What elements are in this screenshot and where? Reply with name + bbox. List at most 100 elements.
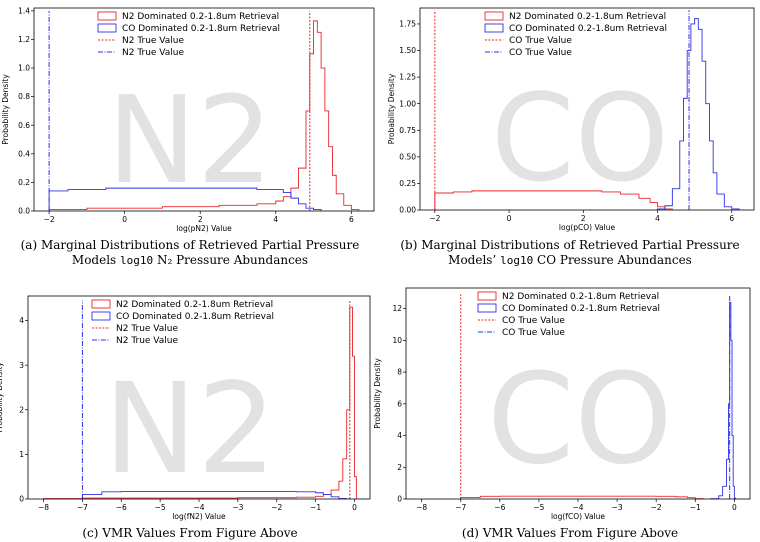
x-tick-label: −6 <box>494 503 505 512</box>
legend-entry-label: CO Dominated 0.2-1.8um Retrieval <box>502 304 660 314</box>
caption-a: (a) Marginal Distributions of Retrieved … <box>0 238 380 268</box>
legend-entry-label: N2 True Value <box>116 336 178 346</box>
chart-co-vmr: CO −8 −7 −6 −5 −4 −3 −2 −1 0 0 2 4 6 8 10 12 log(fCO) Val… <box>373 287 751 521</box>
y-tick-label: 0.4 <box>18 149 30 158</box>
y-tick-label: 6 <box>397 399 402 408</box>
y-tick-label: 0.25 <box>399 179 416 188</box>
x-axis-label: log(fN2) Value <box>172 512 226 521</box>
y-tick-label: 1.50 <box>399 46 416 55</box>
legend-swatch-box <box>477 303 497 313</box>
legend-entry-label: CO True Value <box>509 48 572 58</box>
y-tick-label: 1 <box>19 450 24 459</box>
series-n2-dominated-histogram <box>48 20 360 211</box>
legend-entry-label: CO True Value <box>502 316 565 326</box>
legend-entry-label: N2 True Value <box>122 36 184 46</box>
x-tick-label: 0 <box>507 214 512 223</box>
caption-d: (d) VMR Values From Figure Above <box>380 526 760 541</box>
x-tick-label: 4 <box>655 214 660 223</box>
y-tick-label: 0.00 <box>399 206 416 215</box>
x-tick-label: −8 <box>38 503 49 512</box>
y-tick-label: 2 <box>397 463 402 472</box>
legend-entry-label: N2 Dominated 0.2-1.8um Retrieval <box>509 12 666 22</box>
y-tick-label: 0.75 <box>399 126 416 135</box>
x-tick-label: −4 <box>572 503 583 512</box>
legend-entry-label: N2 True Value <box>116 324 178 334</box>
x-tick-label: 2 <box>198 215 203 224</box>
legend-swatch-box <box>97 23 117 33</box>
y-tick-label: 1.4 <box>18 6 30 15</box>
y-tick-label: 0.8 <box>18 92 30 101</box>
chart-n2-pressure: N2 −2 0 2 4 6 0.0 0.2 0.4 0.6 0.8 1.0 1.2 1.4 log(pN2)… <box>1 6 375 233</box>
x-tick-label: −4 <box>193 503 204 512</box>
x-tick-label: −3 <box>612 503 623 512</box>
x-tick-label: 0 <box>122 215 127 224</box>
y-tick-label: 10 <box>392 336 402 345</box>
x-tick-label: −1 <box>310 503 321 512</box>
x-tick-label: 4 <box>273 215 278 224</box>
legend-entry-label: N2 Dominated 0.2-1.8um Retrieval <box>116 300 273 310</box>
x-tick-label: 0 <box>352 503 357 512</box>
watermark-text: CO <box>491 70 669 209</box>
plot-frame <box>419 7 755 211</box>
legend-entry-label: CO Dominated 0.2-1.8um Retrieval <box>509 24 667 34</box>
x-tick-label: 6 <box>729 214 734 223</box>
caption-a-line1: (a) Marginal Distributions of Retrieved … <box>20 238 360 252</box>
y-tick-label: 1.75 <box>399 20 416 29</box>
x-axis-label: log(fCO) Value <box>551 512 605 521</box>
plot-frame <box>33 7 375 212</box>
legend-swatch-box <box>91 299 111 309</box>
watermark-text: N2 <box>103 357 276 502</box>
panel-b: CO −2 0 2 4 6 0.00 0.25 0.50 0.75 1.00 1.25 1.50 1.75… <box>380 0 760 280</box>
x-tick-label: 0 <box>732 503 737 512</box>
caption-b-line2-pre: Models’ <box>448 253 501 267</box>
chart-co-pressure: CO −2 0 2 4 6 0.00 0.25 0.50 0.75 1.00 1.25 1.50 1.75… <box>387 7 755 232</box>
series-co-dominated-histogram <box>48 187 322 211</box>
x-tick-label: −3 <box>232 503 243 512</box>
y-axis-label: Probability Density <box>387 73 396 144</box>
x-tick-label: −6 <box>116 503 127 512</box>
y-tick-label: 1.0 <box>18 64 30 73</box>
legend-entry-label: N2 Dominated 0.2-1.8um Retrieval <box>502 292 659 302</box>
caption-a-line2-post: N₂ Pressure Abundances <box>153 253 309 267</box>
x-tick-label: −2 <box>271 503 282 512</box>
x-tick-label: −1 <box>690 503 701 512</box>
y-tick-label: 1.00 <box>399 99 416 108</box>
caption-b-line2: Models’ log10 CO Pressure Abundances <box>380 253 760 268</box>
caption-b-line1: (b) Marginal Distributions of Retrieved … <box>400 238 740 252</box>
y-tick-label: 1.25 <box>399 73 416 82</box>
caption-b-line2-post: CO Pressure Abundances <box>533 253 692 267</box>
x-tick-label: −2 <box>44 215 55 224</box>
y-tick-label: 0 <box>397 495 402 504</box>
legend-swatch-box <box>477 291 497 301</box>
series-co-dominated-histogram <box>710 301 736 500</box>
x-axis-label: log(pCO) Value <box>559 223 616 232</box>
y-tick-label: 0.0 <box>18 207 30 216</box>
x-tick-label: −2 <box>651 503 662 512</box>
caption-a-line2-mono: log10 <box>120 254 154 267</box>
y-tick-label: 0.2 <box>18 178 30 187</box>
panel-d: CO −8 −7 −6 −5 −4 −3 −2 −1 0 0 2 4 6 8 10 12 log(fCO) Val… <box>373 282 760 542</box>
series-co-dominated-histogram <box>657 18 740 210</box>
caption-b-line2-mono: log10 <box>500 254 534 267</box>
x-tick-label: 2 <box>581 214 586 223</box>
caption-a-line2-pre: Models <box>71 253 121 267</box>
y-tick-label: 0 <box>19 495 24 504</box>
legend-swatch-box <box>91 311 111 321</box>
series-n2-dominated-histogram <box>434 190 673 210</box>
y-tick-label: 8 <box>397 368 402 377</box>
caption-b: (b) Marginal Distributions of Retrieved … <box>380 238 760 268</box>
y-axis-label: Probability Density <box>0 362 4 433</box>
legend-entry-label: N2 Dominated 0.2-1.8um Retrieval <box>122 12 279 22</box>
y-tick-label: 4 <box>19 316 24 325</box>
x-tick-label: −8 <box>416 503 427 512</box>
y-axis-label: Probability Density <box>1 74 10 145</box>
watermark-text: CO <box>487 347 673 492</box>
x-tick-label: −7 <box>455 503 466 512</box>
watermark-text: N2 <box>107 72 273 211</box>
y-tick-label: 12 <box>392 304 402 313</box>
y-tick-label: 1.2 <box>18 35 30 44</box>
x-tick-label: −2 <box>429 214 440 223</box>
legend-swatch-box <box>484 11 504 21</box>
x-axis-label: log(pN2) Value <box>176 224 232 233</box>
legend-entry-label: CO True Value <box>502 328 565 338</box>
